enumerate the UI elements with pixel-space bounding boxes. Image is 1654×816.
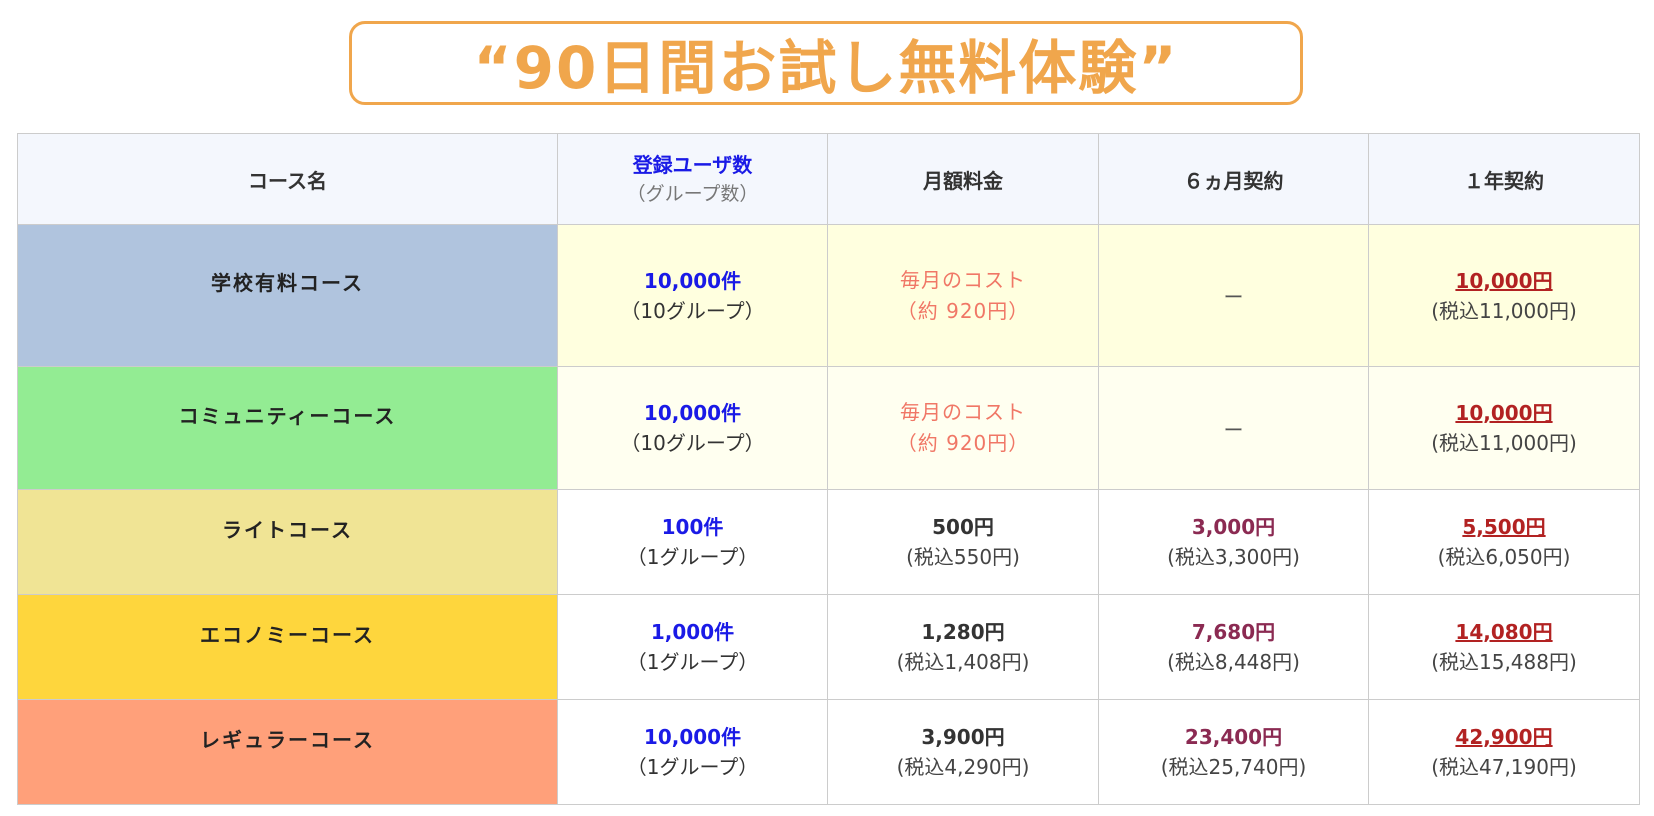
- users-cell: 100件 （1グループ）: [557, 489, 828, 595]
- monthly-price-tax: (税込4,290円): [896, 755, 1030, 779]
- groups-count: （10グループ）: [620, 298, 765, 323]
- monthly-price: 1,280円: [921, 620, 1005, 644]
- monthly-cell: 3,900円 (税込4,290円): [827, 699, 1099, 805]
- monthly-cost-value: （約 920円）: [896, 431, 1030, 455]
- course-name: 学校有料コース: [211, 271, 364, 295]
- year-price-tax: (税込47,190円): [1431, 755, 1577, 779]
- one-year-cell: 10,000円 (税込11,000円): [1368, 366, 1640, 490]
- monthly-cell: 1,280円 (税込1,408円): [827, 594, 1099, 700]
- year-price-tax: (税込11,000円): [1431, 298, 1577, 323]
- six-month-cell: 3,000円 (税込3,300円): [1098, 489, 1369, 595]
- table-row: ライトコース 100件 （1グループ） 500円 (税込550円) 3,000円…: [17, 489, 1640, 595]
- course-name: コミュニティーコース: [178, 403, 397, 428]
- users-count: 10,000件: [643, 268, 742, 293]
- year-price: 10,000円: [1455, 268, 1553, 293]
- monthly-cost-label: 毎月のコスト: [900, 267, 1026, 292]
- year-price: 10,000円: [1455, 401, 1553, 425]
- users-count: 100件: [661, 515, 724, 539]
- not-available-dash: ー: [1223, 417, 1244, 442]
- six-month-price-tax: (税込8,448円): [1167, 650, 1300, 674]
- six-month-price: 23,400円: [1184, 725, 1283, 749]
- groups-count: （1グループ）: [626, 545, 759, 569]
- course-name-cell: レギュラーコース: [17, 699, 558, 805]
- year-price: 5,500円: [1462, 515, 1546, 539]
- users-count: 1,000件: [650, 620, 735, 644]
- monthly-price-tax: (税込1,408円): [896, 650, 1030, 674]
- monthly-cost-label: 毎月のコスト: [900, 400, 1026, 424]
- table-row: コミュニティーコース 10,000件 （10グループ） 毎月のコスト （約 92…: [17, 366, 1640, 490]
- course-name: レギュラーコース: [200, 727, 375, 752]
- six-month-cell: ー: [1098, 366, 1369, 490]
- year-price-tax: (税込6,050円): [1437, 545, 1571, 569]
- one-year-cell: 42,900円 (税込47,190円): [1368, 699, 1640, 805]
- six-month-cell: 7,680円 (税込8,448円): [1098, 594, 1369, 700]
- course-name-cell: コミュニティーコース: [17, 366, 558, 490]
- users-cell: 10,000件 （1グループ）: [557, 699, 828, 805]
- monthly-cell: 毎月のコスト （約 920円）: [827, 366, 1099, 490]
- header-six-month: ６ヵ月契約: [1098, 133, 1369, 225]
- year-price: 14,080円: [1455, 620, 1553, 644]
- table-row: レギュラーコース 10,000件 （1グループ） 3,900円 (税込4,290…: [17, 699, 1640, 805]
- users-cell: 1,000件 （1グループ）: [557, 594, 828, 700]
- monthly-price: 3,900円: [921, 725, 1005, 749]
- six-month-cell: ー: [1098, 224, 1369, 367]
- six-month-cell: 23,400円 (税込25,740円): [1098, 699, 1369, 805]
- users-cell: 10,000件 （10グループ）: [557, 366, 828, 490]
- six-month-price-tax: (税込25,740円): [1160, 755, 1307, 779]
- pricing-table: コース名 登録ユーザ数 （グループ数） 月額料金 ６ヵ月契約 １年契約 学校有料…: [17, 133, 1640, 805]
- users-cell: 10,000件 （10グループ）: [557, 224, 828, 367]
- course-name: エコノミーコース: [200, 622, 375, 647]
- groups-count: （10グループ）: [620, 431, 765, 455]
- monthly-cost-value: （約 920円）: [896, 298, 1030, 323]
- users-count: 10,000件: [643, 401, 742, 425]
- table-row: 学校有料コース 10,000件 （10グループ） 毎月のコスト （約 920円）…: [17, 224, 1640, 367]
- monthly-price: 500円: [932, 515, 994, 539]
- groups-count: （1グループ）: [626, 755, 759, 779]
- six-month-price: 3,000円: [1191, 515, 1276, 539]
- course-name-cell: ライトコース: [17, 489, 558, 595]
- header-users-label: 登録ユーザ数: [632, 153, 753, 177]
- header-course-name: コース名: [17, 133, 558, 225]
- six-month-price: 7,680円: [1191, 620, 1276, 644]
- header-registered-users: 登録ユーザ数 （グループ数）: [557, 133, 828, 225]
- one-year-cell: 5,500円 (税込6,050円): [1368, 489, 1640, 595]
- one-year-cell: 14,080円 (税込15,488円): [1368, 594, 1640, 700]
- header-groups-label: （グループ数）: [626, 183, 759, 205]
- header-one-year: １年契約: [1368, 133, 1640, 225]
- course-name: ライトコース: [222, 517, 353, 542]
- monthly-cell: 500円 (税込550円): [827, 489, 1099, 595]
- table-row: エコノミーコース 1,000件 （1グループ） 1,280円 (税込1,408円…: [17, 594, 1640, 700]
- year-price-tax: (税込11,000円): [1431, 431, 1577, 455]
- header-monthly-fee: 月額料金: [827, 133, 1099, 225]
- monthly-cell: 毎月のコスト （約 920円）: [827, 224, 1099, 367]
- course-name-cell: 学校有料コース: [17, 224, 558, 367]
- users-count: 10,000件: [643, 725, 742, 749]
- table-header-row: コース名 登録ユーザ数 （グループ数） 月額料金 ６ヵ月契約 １年契約: [17, 133, 1640, 225]
- monthly-price-tax: (税込550円): [906, 545, 1020, 569]
- groups-count: （1グループ）: [626, 650, 759, 674]
- year-price-tax: (税込15,488円): [1431, 650, 1577, 674]
- one-year-cell: 10,000円 (税込11,000円): [1368, 224, 1640, 367]
- course-name-cell: エコノミーコース: [17, 594, 558, 700]
- year-price: 42,900円: [1455, 725, 1553, 749]
- not-available-dash: ー: [1223, 285, 1244, 309]
- six-month-price-tax: (税込3,300円): [1167, 545, 1300, 569]
- free-trial-banner: “90日間お試し無料体験”: [349, 21, 1303, 105]
